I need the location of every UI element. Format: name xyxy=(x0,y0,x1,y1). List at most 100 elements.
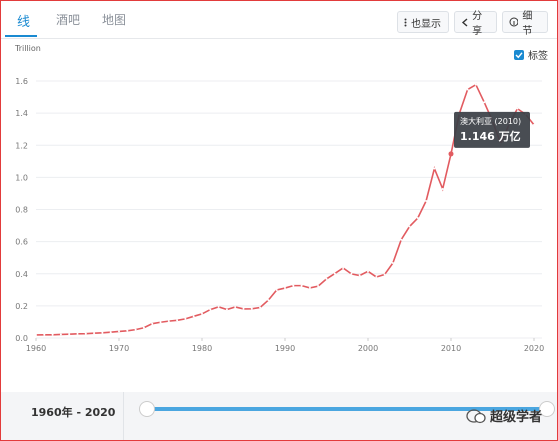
data-point xyxy=(267,299,270,302)
slider-track[interactable] xyxy=(147,407,547,411)
data-point xyxy=(192,315,195,318)
data-point xyxy=(84,332,87,335)
data-point xyxy=(134,328,137,331)
data-point xyxy=(234,305,237,308)
watermark-text: 超级学者 xyxy=(490,410,543,425)
slider-handle[interactable] xyxy=(539,401,555,417)
y-tick-label: 1.0 xyxy=(15,173,28,182)
y-tick-label: 0.4 xyxy=(15,270,28,279)
data-point xyxy=(466,88,469,91)
data-point xyxy=(367,270,369,273)
y-tick-label: 0.0 xyxy=(15,334,28,343)
highlight-point xyxy=(448,151,454,157)
data-point xyxy=(159,321,162,324)
x-tick-label: 1990 xyxy=(275,344,295,353)
data-point xyxy=(391,261,394,264)
icon xyxy=(461,17,468,27)
data-point xyxy=(225,308,228,311)
tooltip-title: 澳大利亚 (2010) xyxy=(460,116,521,126)
data-point xyxy=(333,272,336,275)
y-tick-label: 1.2 xyxy=(15,141,28,150)
x-tick-label: 1970 xyxy=(109,344,129,353)
y-tick-label: 1.4 xyxy=(15,109,28,118)
tooltip-value: 1.146 万亿 xyxy=(460,129,521,143)
y-tick-label: 0.2 xyxy=(15,302,28,311)
data-point xyxy=(176,319,179,322)
data-point xyxy=(474,83,477,86)
icon xyxy=(404,18,407,26)
x-tick-label: 1980 xyxy=(192,344,212,353)
x-tick-label: 1960 xyxy=(26,344,46,353)
data-point xyxy=(242,307,245,310)
data-point xyxy=(184,317,187,320)
slider-panel xyxy=(1,392,557,440)
data-point xyxy=(408,225,411,228)
button-label: 也显示 xyxy=(411,18,441,30)
data-point xyxy=(151,322,154,325)
y-tick-label: 0.8 xyxy=(15,206,28,215)
button-label: 细节 xyxy=(522,11,533,37)
button[interactable]: 也显示 xyxy=(397,11,449,33)
chart: 0.0 0.2 0.4 0.6 0.8 1.0 1.2 1.4 1.6 1960 1970 1980 1… xyxy=(15,77,544,353)
data-point xyxy=(43,333,46,336)
data-point xyxy=(292,284,295,287)
data-point xyxy=(259,306,262,309)
data-point xyxy=(217,305,220,308)
data-point xyxy=(59,333,62,336)
data-point xyxy=(300,284,303,287)
tab[interactable]: 酒吧 xyxy=(56,13,81,27)
x-tick-label: 2020 xyxy=(524,344,544,353)
icon xyxy=(466,408,486,423)
data-point xyxy=(342,266,345,269)
tab-underline xyxy=(5,35,37,37)
data-point xyxy=(325,277,328,280)
y-tick-label: 0.6 xyxy=(15,238,28,247)
data-point xyxy=(284,287,286,290)
data-point xyxy=(76,332,79,335)
data-point xyxy=(383,273,386,276)
button-label: 分享 xyxy=(472,11,483,37)
data-point xyxy=(93,332,96,335)
button[interactable]: 细节 xyxy=(502,11,548,37)
data-point xyxy=(433,167,436,170)
data-point xyxy=(201,312,203,315)
icon xyxy=(509,17,519,27)
data-point xyxy=(275,288,278,291)
data-point xyxy=(101,331,104,334)
data-point xyxy=(167,320,170,323)
data-point xyxy=(209,308,212,311)
tab[interactable]: 线 xyxy=(17,15,31,30)
data-point xyxy=(308,286,311,289)
data-point xyxy=(109,331,112,334)
data-point xyxy=(250,307,253,310)
data-point xyxy=(51,333,54,336)
data-point xyxy=(441,187,444,190)
range-label: 1960年 - 2020 xyxy=(31,406,116,419)
tooltip-box xyxy=(454,111,530,148)
labels-toggle[interactable]: 标签 xyxy=(514,47,548,62)
divider xyxy=(1,38,557,39)
checkbox[interactable] xyxy=(514,49,524,60)
x-tick-label: 2000 xyxy=(358,344,378,353)
data-point xyxy=(533,123,535,126)
y-tick-label: 1.6 xyxy=(15,77,28,86)
data-point xyxy=(142,326,145,329)
tooltip: 澳大利亚 (2010) 1.146 万亿 xyxy=(454,111,530,148)
data-point xyxy=(516,107,519,110)
y-axis-label: Trillion xyxy=(15,44,41,53)
slider-handle[interactable] xyxy=(139,401,155,417)
data-point xyxy=(416,217,419,220)
data-point xyxy=(126,329,129,332)
data-point xyxy=(400,238,403,241)
data-point xyxy=(35,333,37,336)
divider xyxy=(123,392,124,440)
toggle-label: 标签 xyxy=(528,51,548,62)
data-point xyxy=(350,272,353,275)
data-point xyxy=(118,330,120,333)
data-point xyxy=(358,274,361,277)
data-point xyxy=(483,101,486,104)
button[interactable]: 分享 xyxy=(454,11,497,37)
tab[interactable]: 地图 xyxy=(102,13,127,27)
watermark: 超级学者 xyxy=(466,406,542,425)
